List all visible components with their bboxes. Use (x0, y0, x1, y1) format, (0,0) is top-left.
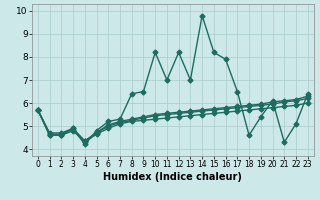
X-axis label: Humidex (Indice chaleur): Humidex (Indice chaleur) (103, 172, 242, 182)
